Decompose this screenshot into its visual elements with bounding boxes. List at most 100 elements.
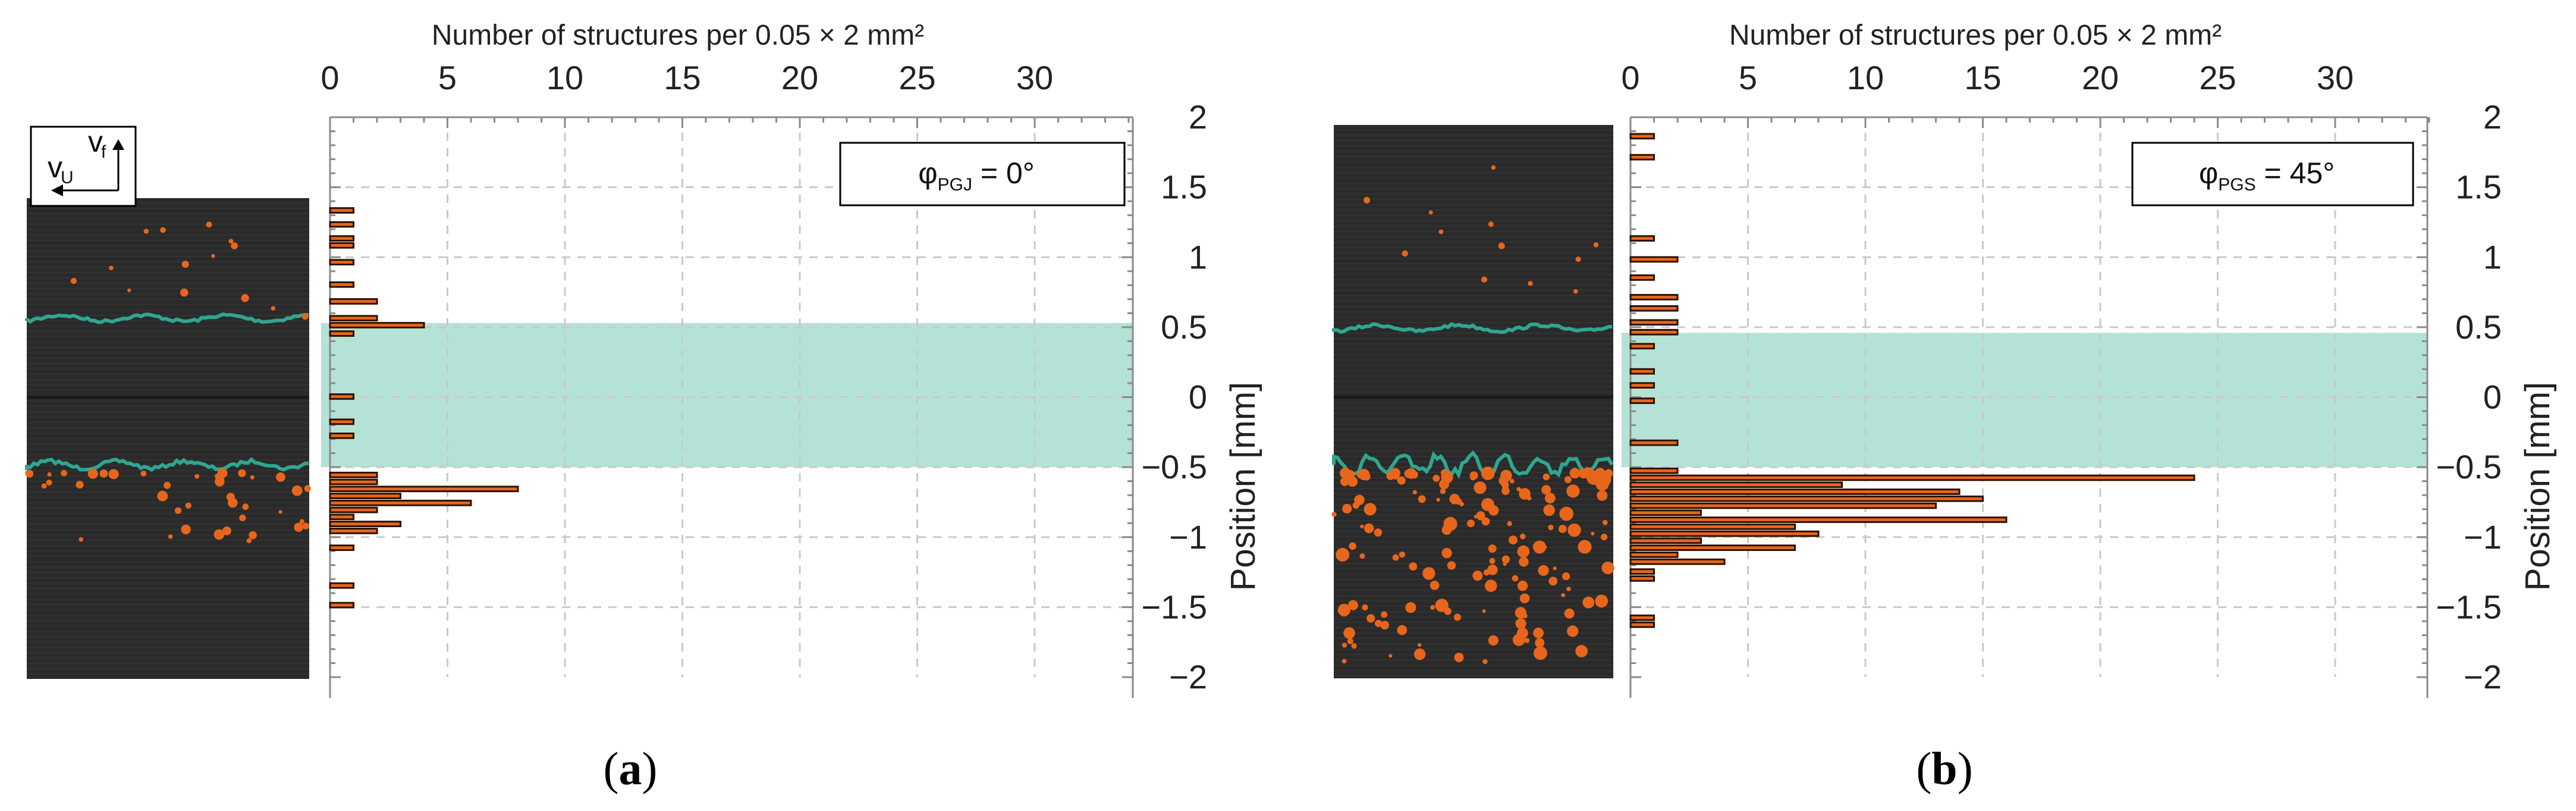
particle — [109, 265, 114, 271]
particle — [1331, 512, 1337, 517]
particle — [242, 503, 249, 511]
particle — [1453, 613, 1461, 621]
x-tick-label: 10 — [546, 59, 583, 96]
particle — [1347, 638, 1353, 644]
histogram-bar — [1629, 368, 1655, 375]
histogram-bar — [329, 544, 354, 551]
particle — [1516, 487, 1521, 491]
particle — [87, 468, 98, 479]
particle — [1399, 551, 1406, 558]
micrograph-background — [1334, 125, 1613, 678]
particle — [1544, 493, 1556, 504]
particle — [1435, 599, 1449, 612]
particle — [1481, 466, 1495, 480]
histogram-bar — [1629, 516, 2008, 523]
histogram-bar — [329, 298, 378, 305]
y-tick-label: 1 — [1189, 238, 1207, 275]
y-tick-label: −2 — [2464, 658, 2502, 696]
histogram-bar — [329, 393, 354, 400]
particle — [1524, 637, 1530, 643]
x-tick-label: 0 — [1621, 59, 1639, 96]
particle — [1366, 614, 1375, 623]
histogram-bar — [329, 499, 472, 506]
histogram-bar — [1629, 256, 1679, 263]
particle — [1488, 544, 1497, 553]
histogram-bar — [1629, 495, 1984, 502]
bond-zone-band — [1622, 333, 2427, 468]
particle — [246, 538, 252, 544]
particle — [1364, 503, 1377, 516]
particle — [1404, 469, 1413, 478]
particle — [108, 469, 119, 480]
histogram-bar — [1629, 614, 1655, 621]
particle — [1436, 497, 1440, 502]
histogram-bar — [1629, 502, 1937, 509]
particle — [1601, 561, 1614, 575]
particle — [1390, 468, 1400, 478]
particle — [1564, 608, 1575, 619]
particle — [1388, 654, 1393, 658]
histogram-bar — [1629, 481, 1843, 489]
particle — [1491, 165, 1496, 170]
particle — [1498, 242, 1505, 249]
particle — [1566, 587, 1571, 591]
particle — [1488, 505, 1499, 516]
x-tick-label: 5 — [1739, 59, 1757, 96]
particle — [1392, 554, 1399, 561]
particle — [1469, 471, 1478, 480]
particle — [1336, 547, 1350, 562]
histogram-bar — [329, 478, 378, 486]
x-tick-label: 15 — [664, 59, 700, 96]
particle — [1517, 580, 1528, 591]
particle — [1508, 535, 1518, 545]
x-axis-title: Number of structures per 0.05 × 2 mm² — [432, 20, 924, 51]
vf-subscript: f — [101, 142, 106, 162]
particle — [1553, 566, 1557, 571]
x-tick-label: 20 — [781, 59, 818, 96]
histogram-bar — [329, 521, 401, 527]
particle — [1512, 575, 1519, 582]
particle — [1398, 477, 1403, 481]
particle — [1578, 540, 1592, 554]
particle — [1374, 528, 1383, 537]
y-tick-label: −1.5 — [1141, 588, 1207, 625]
particle — [1564, 475, 1572, 484]
legend-text: φPGJ = 0° — [918, 156, 1035, 195]
particle — [99, 469, 108, 478]
y-axis-title: Position [mm] — [1224, 382, 1262, 591]
caption-open: ( — [604, 743, 619, 794]
particle — [1489, 558, 1496, 564]
particle — [231, 242, 238, 250]
particle — [143, 228, 149, 234]
particle — [1558, 524, 1567, 533]
particle — [1517, 545, 1530, 558]
particle — [1528, 281, 1533, 286]
particle — [1342, 503, 1352, 513]
particle — [1593, 242, 1599, 248]
particle — [1602, 519, 1608, 525]
particle — [1488, 471, 1493, 475]
y-tick-label: 0 — [2483, 378, 2502, 416]
histogram-bar — [1629, 537, 1702, 544]
particle — [1484, 580, 1497, 592]
particle — [1447, 561, 1456, 570]
particle — [1561, 593, 1566, 597]
particle — [1405, 602, 1416, 613]
particle — [1600, 533, 1608, 541]
histogram-bar — [1629, 382, 1655, 389]
legend-value: = 0° — [972, 156, 1035, 190]
particle — [213, 529, 225, 540]
particle — [1439, 479, 1450, 490]
histogram-bar — [1629, 568, 1655, 575]
histogram-bar — [1629, 509, 1702, 516]
particle — [1548, 524, 1554, 531]
particle — [181, 524, 191, 535]
legend-subscript: PGJ — [938, 175, 972, 195]
particle — [181, 261, 189, 268]
histogram-bar — [1629, 575, 1655, 582]
particle — [1356, 470, 1365, 479]
particle — [1428, 210, 1433, 215]
y-tick-label: 0 — [1189, 378, 1207, 416]
